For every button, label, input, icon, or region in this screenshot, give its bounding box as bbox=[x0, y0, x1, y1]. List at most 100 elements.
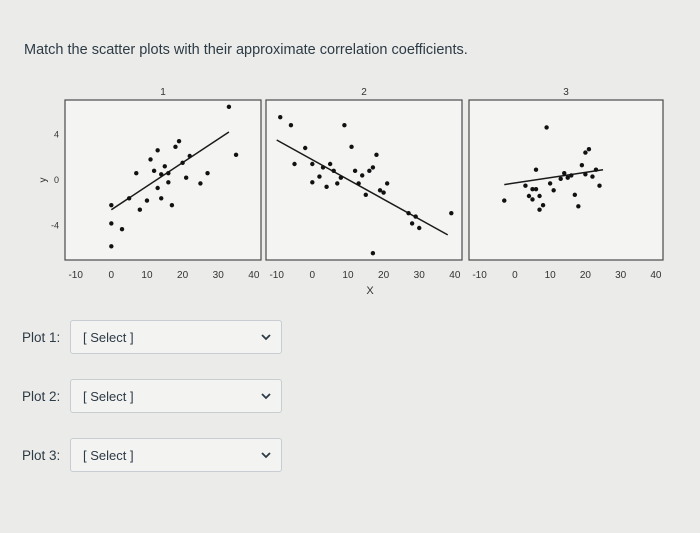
plot-1-x-tick: 20 bbox=[177, 270, 189, 281]
plot-2-point bbox=[406, 210, 411, 216]
plot-1-point bbox=[205, 170, 210, 176]
plot-2-x-label: X bbox=[366, 285, 374, 297]
chevron-down-icon bbox=[261, 334, 271, 341]
plot-2-point bbox=[327, 161, 333, 167]
plot-1-point bbox=[173, 144, 178, 150]
plot-3-point bbox=[590, 174, 595, 179]
plot-3-point bbox=[530, 186, 535, 192]
plot-1-point bbox=[144, 198, 150, 203]
plot-3-point bbox=[583, 150, 588, 155]
plot-1-point bbox=[166, 170, 171, 176]
plot-1-title: 1 bbox=[160, 87, 166, 98]
plot-1-point bbox=[180, 160, 185, 166]
plot-3-point bbox=[558, 176, 563, 182]
chevron-down-icon bbox=[261, 393, 271, 400]
plot-3-point bbox=[540, 202, 546, 208]
plot-2-point bbox=[374, 152, 379, 158]
plot-1-point bbox=[169, 202, 175, 208]
plot-3-point bbox=[593, 167, 599, 172]
plot-3-point bbox=[576, 204, 581, 209]
plot-3-x-tick: 10 bbox=[545, 270, 557, 281]
plot-1-point bbox=[109, 244, 114, 249]
plot-3-title: 3 bbox=[563, 87, 569, 98]
chevron-down-icon bbox=[261, 452, 271, 459]
plot-3-point bbox=[537, 207, 542, 212]
plot-2-point bbox=[292, 161, 297, 167]
plot-1-trend-line bbox=[110, 131, 230, 211]
plot-3-row: Plot 3: [ Select ] bbox=[22, 438, 282, 472]
plot-3-select[interactable]: [ Select ] bbox=[70, 438, 282, 472]
plot-1-point bbox=[166, 180, 171, 185]
plot-1-row: Plot 1: [ Select ] bbox=[22, 320, 282, 354]
plot-3-point bbox=[562, 170, 567, 176]
plot-1-y-tick: 4 bbox=[54, 129, 59, 139]
plot-1-x-tick: 0 bbox=[109, 270, 115, 281]
plot-1-point bbox=[159, 196, 164, 201]
plot-2-row: Plot 2: [ Select ] bbox=[22, 379, 282, 413]
plot-1-point bbox=[176, 138, 182, 144]
plot-2-point bbox=[310, 161, 315, 167]
plot-1-label: Plot 1: bbox=[22, 329, 61, 345]
plot-3-x-tick: 20 bbox=[580, 270, 592, 281]
plot-1-x-tick: 40 bbox=[248, 270, 260, 281]
plot-2-point bbox=[288, 122, 294, 128]
plot-1-x-tick: 10 bbox=[141, 270, 153, 281]
plot-2-point bbox=[449, 210, 454, 216]
question-text: Match the scatter plots with their appro… bbox=[24, 42, 468, 58]
plot-1-point bbox=[187, 153, 192, 159]
plot-3-point bbox=[551, 188, 556, 193]
plot-2-point bbox=[384, 181, 390, 186]
plot-2-point bbox=[303, 145, 308, 151]
plot-3-point bbox=[579, 162, 585, 168]
plot-2-x-tick: -10 bbox=[269, 270, 284, 281]
plot-3-point bbox=[583, 172, 588, 177]
plot-3-x-tick: 40 bbox=[650, 270, 662, 281]
plot-1-point bbox=[198, 181, 203, 186]
plot-2-point bbox=[409, 221, 415, 226]
plot-2-label: Plot 2: bbox=[22, 388, 61, 404]
plot-2-x-tick: 0 bbox=[310, 270, 316, 281]
plot-2-title: 2 bbox=[361, 87, 367, 98]
plot-1-y-label: y bbox=[38, 178, 49, 183]
plot-2-point bbox=[356, 181, 361, 186]
plot-1-select[interactable]: [ Select ] bbox=[70, 320, 282, 354]
plot-1-point bbox=[109, 221, 114, 226]
plot-2-x-tick: 10 bbox=[342, 270, 354, 281]
plot-3-select-value: [ Select ] bbox=[83, 447, 134, 463]
plot-3-x-tick: 0 bbox=[512, 270, 518, 281]
plot-2-frame bbox=[265, 99, 463, 261]
plot-2-point bbox=[367, 168, 372, 174]
plot-2-point bbox=[338, 175, 344, 180]
plot-3-point bbox=[586, 146, 592, 152]
plot-2-point bbox=[331, 168, 336, 174]
plot-2-point bbox=[363, 192, 368, 198]
plot-1-point bbox=[155, 185, 160, 191]
plot-1-point bbox=[183, 175, 189, 180]
plot-3-point bbox=[547, 181, 553, 186]
plot-3-point bbox=[569, 173, 574, 178]
plot-3-x-tick: -10 bbox=[472, 270, 487, 281]
plot-3-frame bbox=[468, 99, 664, 261]
plot-2-point bbox=[381, 190, 386, 195]
plot-2-x-tick: 40 bbox=[449, 270, 461, 281]
plot-3-point bbox=[565, 175, 570, 180]
plot-1-point bbox=[134, 170, 139, 176]
plot-2-point bbox=[370, 165, 376, 170]
plot-3-x-tick: 30 bbox=[615, 270, 627, 281]
plot-2-select[interactable]: [ Select ] bbox=[70, 379, 282, 413]
plot-1-point bbox=[151, 168, 157, 174]
plot-2-point bbox=[278, 114, 283, 120]
plot-2-point bbox=[360, 173, 365, 178]
plot-2-point bbox=[324, 184, 329, 190]
plot-2-x-tick: 20 bbox=[378, 270, 390, 281]
plot-1-y-tick: -4 bbox=[51, 221, 59, 231]
plot-2-point bbox=[310, 180, 315, 185]
plot-3-label: Plot 3: bbox=[22, 447, 61, 463]
plot-1-point bbox=[226, 104, 232, 110]
plot-2-trend-line bbox=[276, 139, 449, 236]
plot-3-point bbox=[544, 125, 549, 130]
plot-1-point bbox=[233, 152, 239, 158]
plot-1-point bbox=[137, 207, 143, 212]
plot-1-y-tick: 0 bbox=[54, 175, 59, 185]
